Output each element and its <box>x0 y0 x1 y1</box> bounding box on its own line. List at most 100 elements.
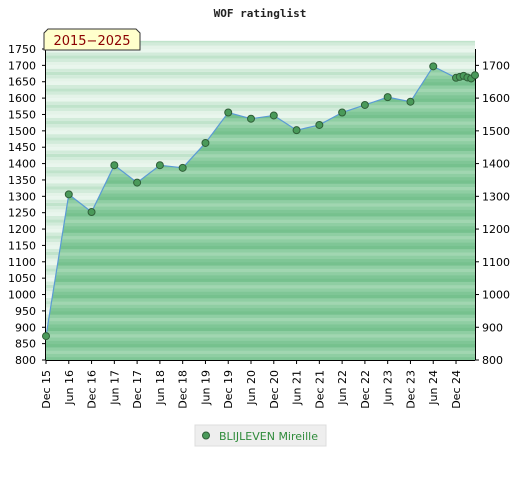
area-band <box>46 202 475 207</box>
area-band <box>46 297 475 302</box>
y-tick-label: 1350 <box>8 174 36 187</box>
y-tick-label: 1150 <box>8 239 36 252</box>
legend-marker <box>202 431 210 440</box>
area-band <box>46 170 475 174</box>
y-tick-label: 900 <box>482 321 503 334</box>
area-band <box>46 212 475 217</box>
x-tick-label: Jun 20 <box>245 370 258 406</box>
area-band <box>46 209 475 214</box>
area-band <box>46 317 475 322</box>
area-band <box>46 176 475 181</box>
area-band <box>46 127 475 132</box>
x-tick-label: Dec 16 <box>86 370 99 409</box>
data-point <box>315 120 324 129</box>
y-tick-label: 1300 <box>8 190 36 203</box>
area-band <box>46 137 475 142</box>
data-point <box>471 71 479 80</box>
area-band <box>46 274 475 279</box>
background-band <box>46 85 475 89</box>
background-band <box>46 91 475 95</box>
area-band <box>46 343 475 348</box>
area-band <box>46 117 475 122</box>
area-band <box>46 206 475 210</box>
area-band <box>46 353 475 358</box>
x-tick-label: Dec 23 <box>404 370 417 409</box>
area-band <box>46 268 475 273</box>
area-band <box>46 219 475 224</box>
background-band <box>46 49 475 53</box>
area-band <box>46 327 475 332</box>
y-tick-label: 900 <box>15 321 36 334</box>
y-axis-left: 800 850 900 950 1000 1050 1100 1150 1200 1250 1300… <box>8 43 46 367</box>
area-band <box>46 350 475 354</box>
area-band <box>46 307 475 312</box>
area-band <box>46 255 475 260</box>
area-band <box>46 261 475 266</box>
data-point <box>383 93 392 102</box>
area-band <box>46 222 475 227</box>
x-tick-label: Dec 17 <box>131 370 144 409</box>
legend-label: BLIJLEVEN Mireille <box>219 430 318 443</box>
chart-title: WOF ratinglist <box>214 7 307 20</box>
area-band <box>46 265 475 269</box>
axes <box>45 49 476 360</box>
background-band <box>46 94 475 99</box>
y-tick-label: 1200 <box>8 223 36 236</box>
area-band <box>46 304 475 309</box>
area-band <box>46 320 475 325</box>
y-tick-label: 800 <box>15 354 36 367</box>
y-tick-label: 1400 <box>8 158 36 171</box>
area-band <box>46 248 475 253</box>
data-point <box>110 161 119 170</box>
y-tick-label: 1100 <box>482 256 510 269</box>
data-point <box>247 114 256 123</box>
area-band <box>46 340 475 345</box>
area-band <box>46 323 475 328</box>
y-tick-label: 1700 <box>482 59 510 72</box>
background-band <box>46 101 475 105</box>
area-band <box>46 163 475 168</box>
x-tick-label: Dec 24 <box>450 370 463 409</box>
x-tick-label: Dec 21 <box>313 370 326 409</box>
period-badge: 2015−2025 <box>43 28 141 51</box>
data-point <box>292 126 301 135</box>
x-tick-label: Dec 18 <box>177 370 190 409</box>
x-axis: Dec 15 Jun 16 Dec 16 Jun 17 Dec 17 Jun 18 Dec … <box>40 360 475 409</box>
area-band <box>46 140 475 145</box>
x-tick-label: Jun 23 <box>382 370 395 406</box>
area-band <box>46 271 475 276</box>
area-band <box>46 314 475 318</box>
period-badge-text: 2015−2025 <box>53 34 130 49</box>
area-band <box>46 235 475 240</box>
background-band <box>46 68 475 72</box>
area-band <box>46 150 475 155</box>
area-band <box>46 294 475 299</box>
y-tick-label: 950 <box>15 305 36 318</box>
x-tick-label: Dec 19 <box>222 370 235 409</box>
x-tick-label: Jun 21 <box>291 370 304 406</box>
area-band <box>46 189 475 194</box>
y-tick-label: 1750 <box>8 43 36 56</box>
y-axis-right: 800 900 1000 1100 1200 1300 1400 1500 1600 1700 <box>475 59 510 367</box>
y-tick-label: 1700 <box>8 59 36 72</box>
y-tick-label: 1500 <box>482 125 510 138</box>
area-band <box>46 143 475 148</box>
area-band <box>46 160 475 165</box>
y-tick-label: 1250 <box>8 207 36 220</box>
data-point <box>224 108 233 117</box>
data-point <box>201 138 210 147</box>
background-band <box>46 55 475 59</box>
data-point <box>338 108 347 117</box>
area-band <box>46 179 475 184</box>
data-point <box>269 111 278 120</box>
background-band <box>46 71 475 76</box>
x-tick-label: Jun 16 <box>63 370 76 406</box>
area-band <box>46 330 475 335</box>
y-tick-label: 1450 <box>8 141 36 154</box>
area-band <box>46 173 475 178</box>
area-band <box>46 229 475 233</box>
y-tick-label: 850 <box>15 338 36 351</box>
legend: BLIJLEVEN Mireille <box>194 424 327 447</box>
x-tick-label: Jun 18 <box>154 370 167 406</box>
